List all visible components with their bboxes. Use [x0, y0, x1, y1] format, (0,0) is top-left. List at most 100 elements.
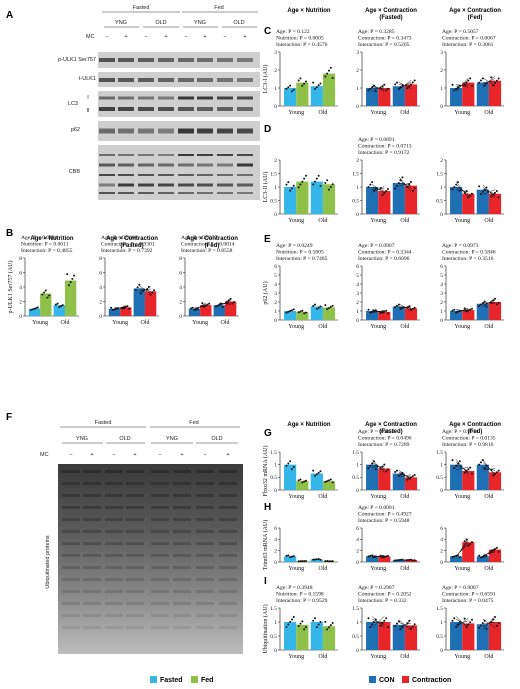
y-tick-label: 1.5: [436, 606, 443, 612]
data-point: [455, 464, 458, 467]
y-tick-label: 4: [179, 285, 182, 291]
x-tick-label: Old: [484, 654, 493, 660]
bar: [40, 293, 52, 316]
bar: [450, 187, 463, 214]
data-point: [299, 310, 302, 313]
y-tick-label: 0: [356, 212, 359, 218]
paired-line: [398, 471, 412, 479]
data-point: [470, 618, 473, 621]
y-tick-label: 1.5: [352, 450, 359, 456]
data-point: [292, 88, 295, 91]
blot-a-strip-lc3: [98, 91, 260, 117]
data-point: [285, 626, 288, 629]
data-point: [292, 555, 295, 558]
chart-title-line2: (Fed): [468, 15, 483, 21]
data-point: [292, 465, 295, 468]
chart-c3: Age × Contraction(Fed) Age: P = 0.5057Con…: [440, 8, 504, 116]
chart-h1: 0 2 4 6 Trim63 mRNA (AU) Young Old: [262, 520, 338, 572]
legend-swatch-fasted: [150, 676, 157, 683]
data-point: [413, 187, 416, 190]
data-point: [453, 555, 456, 558]
x-tick-label: Old: [484, 494, 493, 500]
bar: [392, 182, 405, 214]
blot-a-row-lc3: LC3: [68, 101, 78, 107]
bar: [404, 185, 418, 214]
blot-a-strip-p62: [98, 121, 260, 141]
data-point: [495, 79, 498, 82]
data-point: [453, 89, 456, 92]
data-point: [314, 87, 317, 90]
chart-d1: 0 0.5 1 1.5 2 LC3-II (AU) Young Old: [262, 158, 338, 224]
data-point: [303, 628, 306, 631]
panel-letter-h: H: [264, 502, 271, 513]
y-tick-label: 6: [356, 526, 359, 532]
y-tick-label: 3: [440, 50, 443, 56]
x-tick-label: Old: [220, 320, 229, 326]
y-tick-label: 1: [356, 309, 359, 315]
data-point: [314, 474, 317, 477]
y-tick-label: 1: [356, 185, 359, 191]
y-tick-label: 5: [274, 273, 277, 279]
panel-letter-g: G: [264, 428, 272, 439]
bar: [296, 624, 309, 650]
data-point: [111, 309, 114, 312]
data-point: [463, 471, 466, 474]
data-point: [411, 475, 414, 478]
y-tick-label: 0.5: [270, 475, 277, 481]
data-point: [385, 617, 388, 620]
data-point: [413, 623, 416, 626]
y-tick-label: 1.5: [436, 450, 443, 456]
paired-line: [372, 188, 385, 190]
chart-title: Age × Contraction: [365, 8, 417, 14]
legend-label-fasted: Fasted: [160, 677, 183, 684]
data-point: [369, 464, 372, 467]
blot-a-sub-yng-fasted: YNG: [115, 20, 127, 26]
x-tick-label: Young: [288, 324, 304, 330]
stat-line: Contraction: P = 0.3344: [358, 249, 412, 255]
data-point: [54, 303, 57, 306]
bar: [450, 622, 463, 650]
data-point: [411, 307, 414, 310]
data-point: [216, 304, 219, 307]
bar: [378, 468, 391, 490]
data-point: [331, 481, 334, 484]
y-tick-label: 0: [179, 314, 182, 320]
stat-line: Interaction: P = 0.9172: [358, 150, 410, 156]
chart-title-line2: (Fed): [468, 429, 483, 435]
data-point: [285, 311, 288, 314]
bar: [310, 306, 323, 320]
blot-f-mc-sign: +: [90, 452, 93, 458]
data-point: [494, 82, 497, 85]
chart-title: Age × Contraction: [449, 8, 501, 14]
data-point: [56, 302, 59, 305]
data-point: [319, 470, 322, 473]
data-point: [331, 621, 334, 624]
data-point: [319, 558, 322, 561]
y-tick-label: 4: [440, 282, 443, 288]
data-point: [314, 180, 317, 183]
chart-title: Age × Contraction: [186, 236, 238, 242]
data-point: [367, 467, 370, 470]
data-point: [233, 301, 236, 304]
data-point: [326, 72, 329, 75]
blot-f-mc-label: MC: [40, 452, 49, 458]
y-tick-label: 6: [179, 270, 182, 276]
paired-line: [455, 181, 469, 198]
blot-a-group-fasted: Fasted: [133, 5, 150, 11]
bar: [310, 622, 323, 650]
data-point: [478, 81, 481, 84]
data-point: [385, 89, 388, 92]
x-tick-label: Young: [454, 654, 470, 660]
paired-line: [194, 305, 206, 309]
bar: [404, 560, 418, 562]
y-tick-label: 4: [99, 285, 102, 291]
bar: [310, 473, 323, 490]
x-tick-label: Old: [60, 320, 69, 326]
y-tick-label: 6: [274, 526, 277, 532]
paired-line: [398, 474, 412, 478]
data-point: [397, 474, 400, 477]
panel-letter-f: F: [6, 412, 12, 423]
